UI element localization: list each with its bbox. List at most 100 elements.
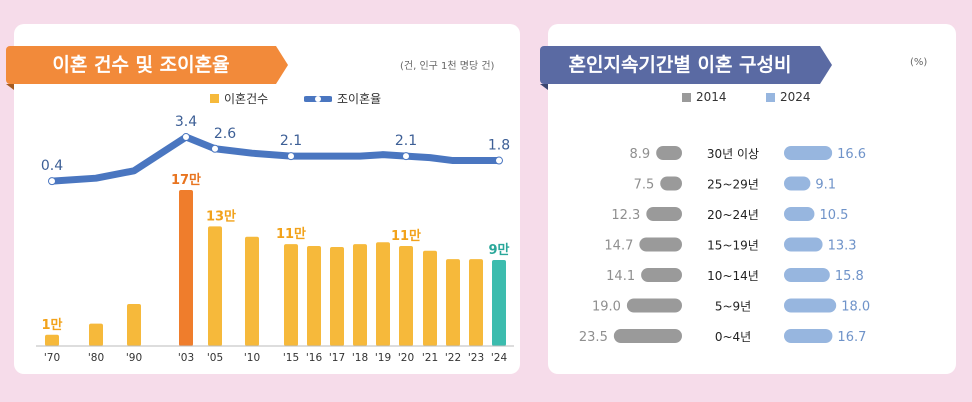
rate-line xyxy=(48,133,503,185)
value-2024-4: 15.8 xyxy=(835,269,864,284)
left-chart-title: 이혼 건수 및 조이혼율 xyxy=(6,46,288,84)
bar-2024-2 xyxy=(784,207,815,221)
legend-bar-swatch xyxy=(210,94,219,103)
value-2014-5: 19.0 xyxy=(592,300,621,315)
value-2024-3: 13.3 xyxy=(828,239,857,254)
bar-2024-3 xyxy=(784,237,823,252)
x-tick-7: '16 xyxy=(306,352,323,364)
x-tick-12: '21 xyxy=(422,352,438,364)
rate-label-3: 3.4 xyxy=(175,114,197,130)
bar-2014-1 xyxy=(660,176,682,191)
legend-2014-swatch xyxy=(682,92,691,102)
value-2014-6: 23.5 xyxy=(579,330,608,345)
x-tick-6: '15 xyxy=(283,352,299,364)
bar-label-3: 17만 xyxy=(171,172,201,188)
legend-line-label: 조이혼율 xyxy=(337,92,382,106)
bar-6 xyxy=(284,244,298,346)
rate-label-6: 2.1 xyxy=(280,133,302,149)
rate-point-4 xyxy=(211,144,219,153)
x-tick-14: '23 xyxy=(468,352,484,364)
legend-2024-swatch xyxy=(766,92,775,102)
duration-label-2: 20~24년 xyxy=(707,208,759,222)
legend-2014-label: 2014 xyxy=(696,90,727,104)
bar-11 xyxy=(399,246,413,346)
legend-2024: 2024 xyxy=(766,90,811,104)
value-2014-0: 8.9 xyxy=(630,147,651,162)
bar-2014-5 xyxy=(626,298,682,313)
bar-2024-0 xyxy=(784,146,833,160)
bar-2014-6 xyxy=(613,329,682,343)
x-tick-0: '70 xyxy=(44,352,60,364)
rate-point-15 xyxy=(495,156,503,165)
x-tick-3: '03 xyxy=(178,352,194,364)
right-unit-label: (%) xyxy=(910,57,928,68)
bar-2024-5 xyxy=(784,298,837,313)
x-tick-9: '18 xyxy=(352,352,368,364)
right-chart-title: 혼인지속기간별 이혼 구성비 xyxy=(540,46,832,84)
rate-point-6 xyxy=(287,152,295,161)
bar-4 xyxy=(208,226,222,346)
duration-label-1: 25~29년 xyxy=(707,178,759,192)
left-unit-label: (건, 인구 1천 명당 건) xyxy=(400,61,495,72)
bar-13 xyxy=(446,259,460,346)
bar-2014-2 xyxy=(646,207,682,221)
legend-bar: 이혼건수 xyxy=(210,90,268,107)
bar-1 xyxy=(89,323,103,346)
bar-2014-0 xyxy=(656,146,682,160)
bar-9 xyxy=(353,244,367,346)
x-tick-5: '10 xyxy=(244,352,260,364)
legend-line-swatch xyxy=(304,95,332,102)
value-2014-2: 12.3 xyxy=(611,208,640,223)
value-2024-2: 10.5 xyxy=(819,208,848,223)
bar-3 xyxy=(179,190,193,346)
value-2014-1: 7.5 xyxy=(634,178,655,193)
divorce-combo-chart: 0.4 3.4 2.6 2.1 2.1 1.8 1만 17만 13만 11만 11만 9만 '70 '80… xyxy=(36,114,514,364)
bar-2024-1 xyxy=(784,176,811,191)
bar-2014-4 xyxy=(641,268,682,282)
bar-label-4: 13만 xyxy=(206,208,236,224)
bar-8 xyxy=(330,246,344,346)
title-fold xyxy=(6,84,14,90)
legend-2014: 2014 xyxy=(682,90,727,104)
legend-2024-label: 2024 xyxy=(780,90,811,104)
bar-2 xyxy=(127,303,141,346)
duration-label-6: 0~4년 xyxy=(715,330,751,344)
duration-label-3: 15~19년 xyxy=(707,239,759,253)
value-2024-1: 9.1 xyxy=(815,178,836,193)
divorce-count-panel: 이혼 건수 및 조이혼율 (건, 인구 1천 명당 건) 이혼건수 조이혼율 0… xyxy=(6,24,520,374)
bar-label-15: 9만 xyxy=(488,242,509,258)
x-tick-13: '22 xyxy=(445,352,461,364)
bar-label-0: 1만 xyxy=(41,317,62,333)
bar-2024-6 xyxy=(784,329,833,343)
duration-label-0: 30년 이상 xyxy=(707,147,759,161)
bar-label-6: 11만 xyxy=(276,226,306,242)
bar-12 xyxy=(423,250,437,346)
x-tick-10: '19 xyxy=(375,352,391,364)
bar-2024-4 xyxy=(784,268,830,282)
value-2024-5: 18.0 xyxy=(841,300,870,315)
bar-0 xyxy=(45,334,59,346)
bar-label-11: 11만 xyxy=(391,228,421,244)
legend-bar-label: 이혼건수 xyxy=(224,92,269,106)
rate-point-3 xyxy=(182,133,190,142)
rate-label-11: 2.1 xyxy=(395,133,417,149)
title-fold xyxy=(540,84,548,90)
x-tick-15: '24 xyxy=(491,352,508,364)
x-tick-1: '80 xyxy=(88,352,104,364)
legend-line: 조이혼율 xyxy=(304,90,381,107)
duration-label-4: 10~14년 xyxy=(707,269,759,283)
bar-14 xyxy=(469,259,483,346)
bar-2014-3 xyxy=(639,237,682,252)
rate-point-11 xyxy=(402,152,410,161)
bar-15 xyxy=(492,260,506,346)
rate-label-0: 0.4 xyxy=(41,158,63,174)
x-tick-4: '05 xyxy=(207,352,223,364)
value-2014-3: 14.7 xyxy=(604,239,633,254)
duration-composition-panel: 혼인지속기간별 이혼 구성비 (%) 2014 2024 30년 이상 8.9 16… xyxy=(540,24,956,374)
x-tick-11: '20 xyxy=(398,352,414,364)
bar-10 xyxy=(376,242,390,346)
x-tick-8: '17 xyxy=(329,352,345,364)
bar-7 xyxy=(307,246,321,346)
duration-diverging-chart: 30년 이상 8.9 16.6 25~29년 7.5 9.1 20~24년 12.3 10.5 1… xyxy=(579,146,870,345)
value-2024-0: 16.6 xyxy=(837,147,866,162)
